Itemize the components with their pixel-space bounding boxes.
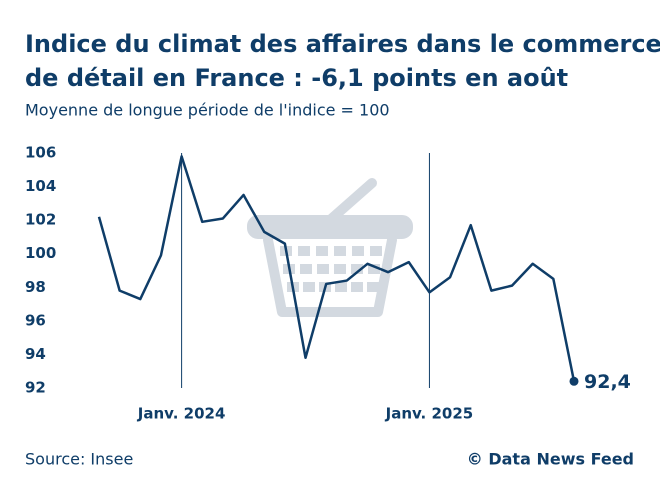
credit: © Data News Feed bbox=[467, 450, 634, 469]
chart-subtitle: Moyenne de longue période de l'indice = … bbox=[25, 101, 390, 120]
value-label: 92,4 bbox=[584, 371, 631, 393]
x-tick-label: Janv. 2024 bbox=[137, 405, 226, 423]
basket-icon bbox=[247, 178, 413, 317]
y-tick-label: 104 bbox=[25, 177, 56, 195]
chart-title: de détail en France : -6,1 points en aoû… bbox=[25, 64, 568, 92]
y-tick-label: 100 bbox=[25, 244, 56, 262]
line bbox=[97, 155, 576, 382]
y-tick-label: 102 bbox=[25, 211, 56, 229]
source: Source: Insee bbox=[25, 450, 133, 469]
y-tick-label: 106 bbox=[25, 144, 56, 162]
x-tick-label: Janv. 2025 bbox=[385, 405, 474, 423]
basket-grid bbox=[280, 246, 382, 292]
chart-title: Indice du climat des affaires dans le co… bbox=[25, 30, 660, 58]
y-tick-label: 92 bbox=[25, 379, 46, 397]
y-tick-label: 96 bbox=[25, 311, 46, 329]
end-dot bbox=[569, 376, 579, 386]
y-tick-label: 98 bbox=[25, 278, 46, 296]
y-tick-label: 94 bbox=[25, 345, 46, 363]
